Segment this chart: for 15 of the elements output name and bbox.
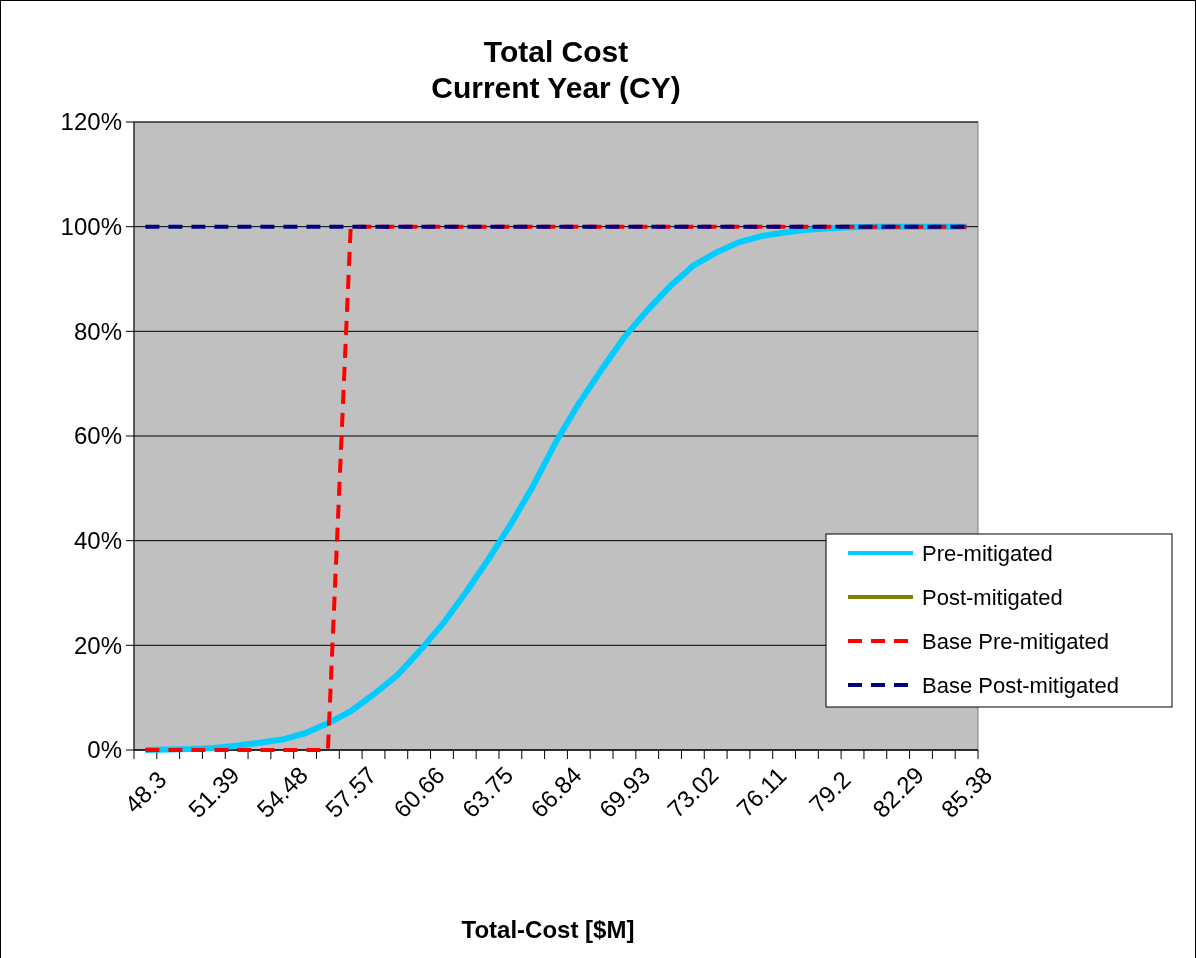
- legend-label: Post-mitigated: [922, 584, 1063, 610]
- x-tick-label: 48.3: [119, 765, 172, 818]
- y-tick-label: 20%: [73, 631, 122, 659]
- y-tick-label: 0%: [87, 736, 122, 764]
- y-tick-label: 60%: [73, 422, 122, 450]
- legend-label: Base Pre-mitigated: [922, 628, 1110, 654]
- chart-title: Total Cost Current Year (CY): [431, 35, 681, 104]
- y-tick-label: 40%: [73, 527, 122, 555]
- x-axis-title: Total-Cost [$M]: [461, 916, 635, 943]
- y-tick-label: 80%: [73, 317, 122, 345]
- y-tick-label: 120%: [60, 108, 122, 136]
- legend-label: Base Post-mitigated: [922, 672, 1119, 698]
- x-tick-label: 79.2: [803, 765, 856, 818]
- legend-label: Pre-mitigated: [922, 540, 1053, 566]
- y-tick-label: 100%: [60, 213, 122, 241]
